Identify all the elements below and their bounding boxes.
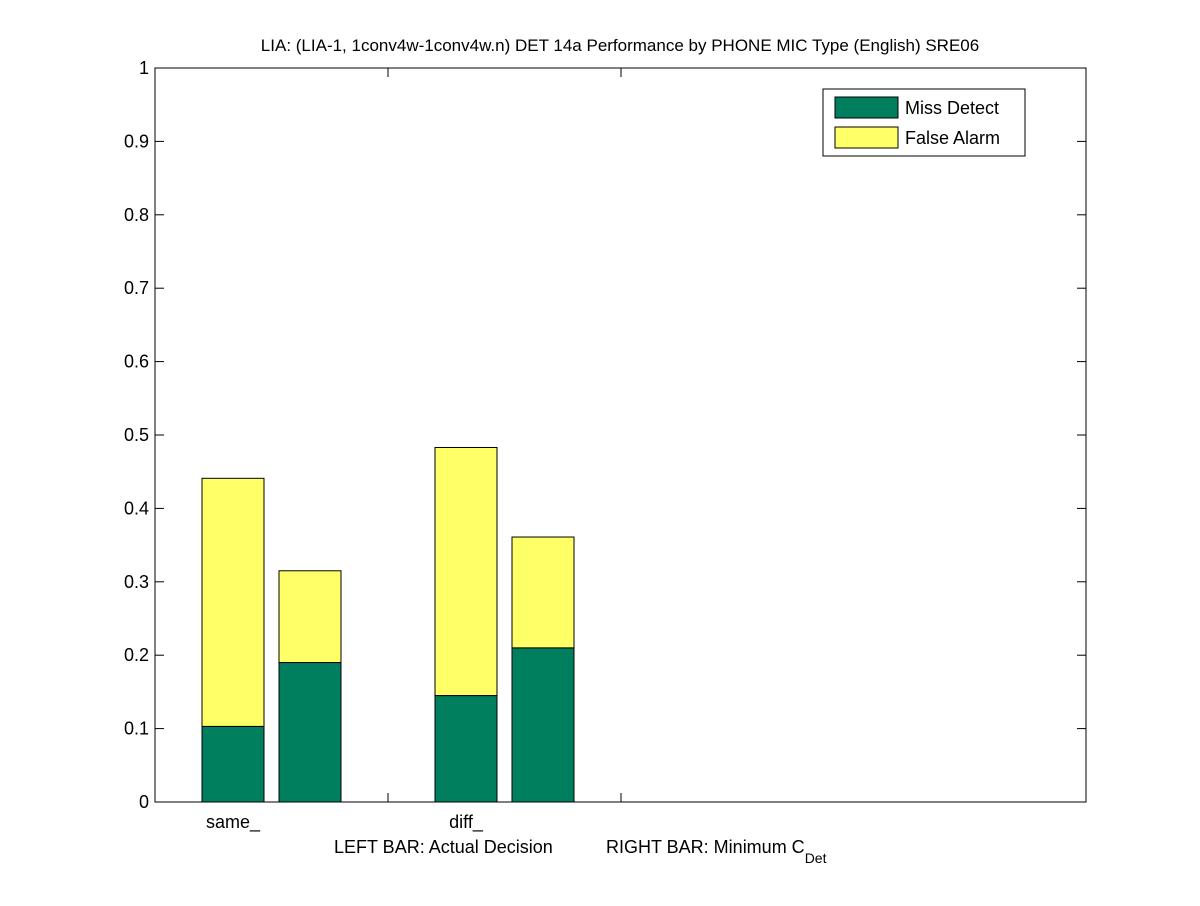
xlabel-right-bar: RIGHT BAR: Minimum CDet <box>606 837 827 866</box>
x-axis: same_ diff_ <box>206 68 622 833</box>
bar-false-alarm-diff-actual <box>434 446 498 697</box>
y-tick-label: 0 <box>139 792 149 812</box>
y-tick-label: 0.9 <box>124 131 149 151</box>
bar-miss-detect-same-minimum <box>278 662 342 803</box>
y-tick-label: 0.7 <box>124 278 149 298</box>
xlabel-left-bar: LEFT BAR: Actual Decision <box>334 837 553 857</box>
y-tick-label: 0.1 <box>124 719 149 739</box>
xlabel-right-prefix: RIGHT BAR: Minimum C <box>606 837 805 857</box>
bar-false-alarm-same-minimum <box>278 570 342 664</box>
bar-miss-detect-diff-minimum <box>511 647 575 803</box>
x-category-label: same_ <box>206 812 261 833</box>
x-axis-label: LEFT BAR: Actual Decision RIGHT BAR: Min… <box>334 837 827 866</box>
legend-swatch-miss-detect <box>834 96 899 119</box>
plot-area: 0 0.1 0.2 0.3 0.4 0.5 0.6 0.7 0.8 0.9 1 same_ diff_ <box>124 58 1087 833</box>
y-tick-label: 1 <box>139 58 149 78</box>
bar-false-alarm-diff-minimum <box>511 536 575 649</box>
legend-label-false-alarm: False Alarm <box>905 128 1000 148</box>
y-tick-label: 0.6 <box>124 352 149 372</box>
bars-group <box>201 446 575 803</box>
x-category-label: diff_ <box>449 812 484 833</box>
legend: Miss Detect False Alarm <box>822 88 1026 157</box>
y-tick-label: 0.5 <box>124 425 149 445</box>
legend-label-miss-detect: Miss Detect <box>905 98 999 118</box>
chart-title: LIA: (LIA-1, 1conv4w-1conv4w.n) DET 14a … <box>261 36 979 55</box>
xlabel-right-subscript: Det <box>805 850 827 866</box>
legend-swatch-false-alarm <box>834 126 899 149</box>
y-tick-label: 0.8 <box>124 205 149 225</box>
y-tick-label: 0.4 <box>124 498 149 518</box>
bar-false-alarm-same-actual <box>201 477 265 727</box>
bar-miss-detect-diff-actual <box>434 695 498 803</box>
y-tick-label: 0.3 <box>124 572 149 592</box>
y-tick-label: 0.2 <box>124 645 149 665</box>
bar-miss-detect-same-actual <box>201 725 265 803</box>
y-axis: 0 0.1 0.2 0.3 0.4 0.5 0.6 0.7 0.8 0.9 1 <box>124 58 1086 812</box>
